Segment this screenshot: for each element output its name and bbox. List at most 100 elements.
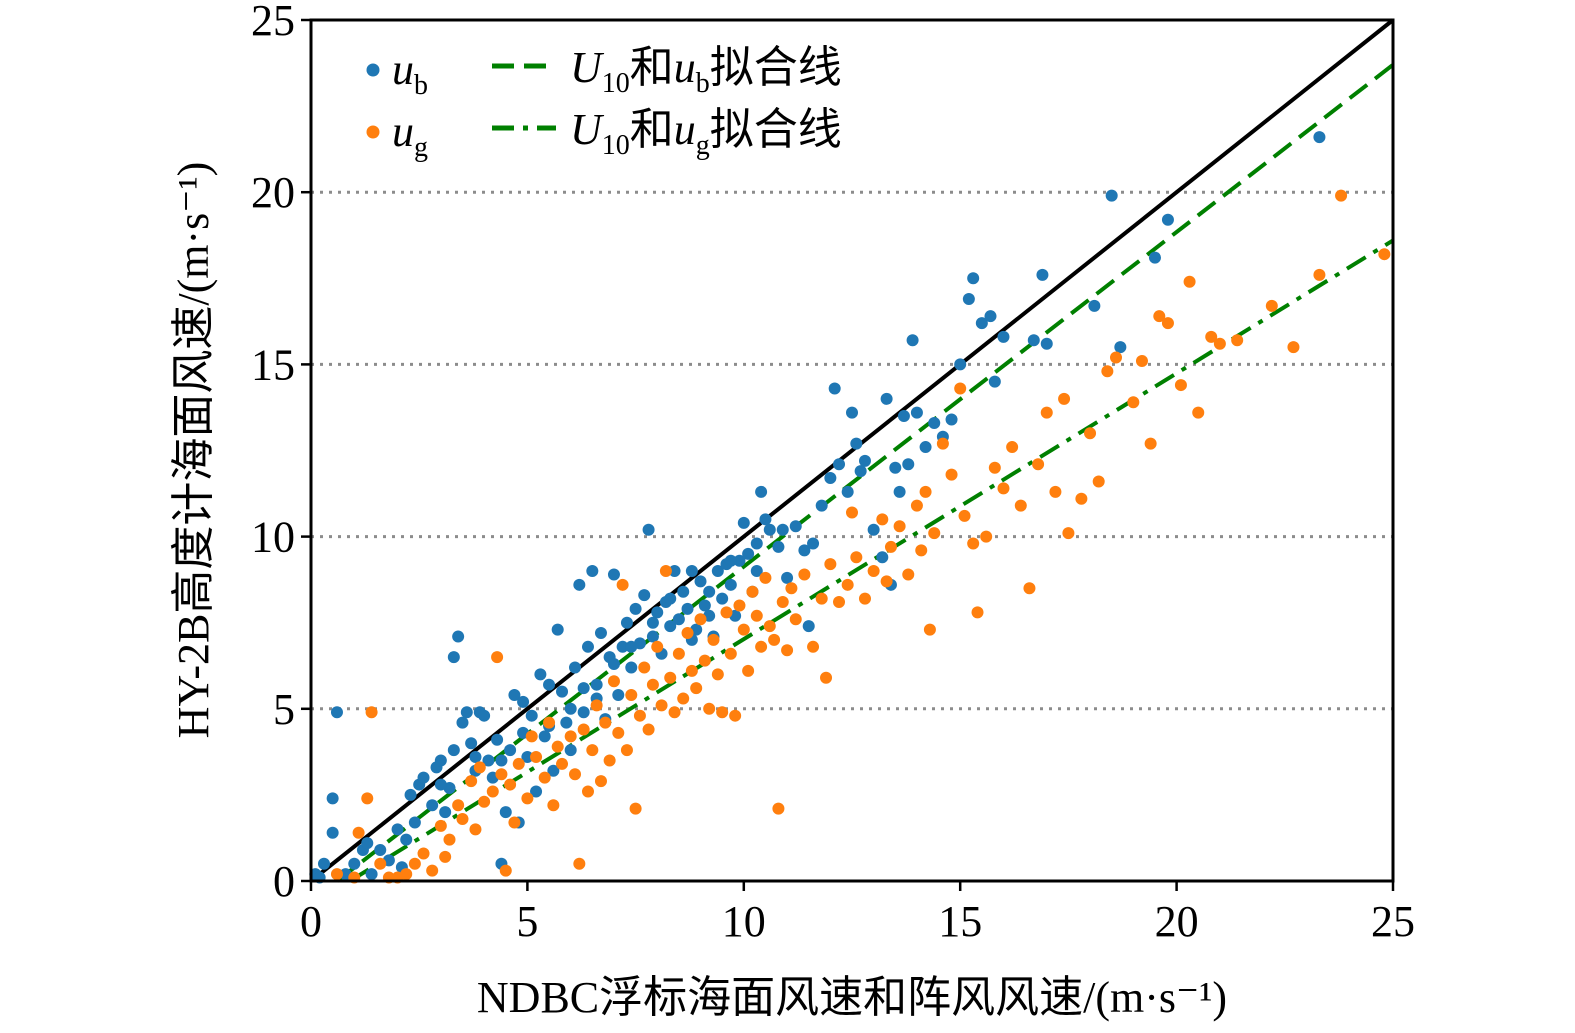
point-ug xyxy=(612,726,625,739)
point-ub xyxy=(755,485,768,498)
point-ug xyxy=(1075,492,1088,505)
point-ug xyxy=(980,530,993,543)
point-ub xyxy=(1313,131,1326,144)
point-ug xyxy=(1023,582,1036,595)
point-ub xyxy=(975,317,988,330)
point-ug xyxy=(1205,330,1218,343)
point-ug xyxy=(556,757,569,770)
x-tick-label: 0 xyxy=(300,897,322,946)
point-ub xyxy=(759,513,772,526)
point-ub xyxy=(750,565,763,578)
point-ub xyxy=(858,454,871,467)
point-ub xyxy=(672,613,685,626)
point-ub xyxy=(469,751,482,764)
point-ub xyxy=(573,578,586,591)
x-tick-label: 5 xyxy=(516,897,538,946)
point-ug xyxy=(915,544,928,557)
legend-label: ug xyxy=(392,107,428,163)
point-ug xyxy=(1144,437,1157,450)
x-tick-label: 25 xyxy=(1371,897,1415,946)
point-ub xyxy=(434,778,447,791)
point-ub xyxy=(607,568,620,581)
point-ug xyxy=(716,706,729,719)
point-ub xyxy=(833,458,846,471)
point-ub xyxy=(815,499,828,512)
point-ub xyxy=(620,616,633,629)
point-ub xyxy=(889,461,902,474)
point-ug xyxy=(841,578,854,591)
point-ug xyxy=(365,706,378,719)
y-tick-label: 10 xyxy=(251,513,295,562)
point-ug xyxy=(1110,351,1123,364)
point-ug xyxy=(729,709,742,722)
point-ub xyxy=(997,330,1010,343)
point-ug xyxy=(521,792,534,805)
point-ug xyxy=(439,850,452,863)
point-ug xyxy=(833,596,846,609)
point-ub xyxy=(400,833,413,846)
point-ub xyxy=(954,358,967,371)
point-ug xyxy=(1192,406,1205,419)
point-ug xyxy=(772,802,785,815)
point-ug xyxy=(1287,341,1300,354)
point-ub xyxy=(456,716,469,729)
point-ug xyxy=(1265,299,1278,312)
point-ug xyxy=(594,775,607,788)
point-ug xyxy=(465,775,478,788)
y-tick-label: 15 xyxy=(251,340,295,389)
point-ug xyxy=(945,468,958,481)
y-tick-label: 0 xyxy=(273,857,295,906)
point-ug xyxy=(798,568,811,581)
point-ub xyxy=(374,844,387,857)
point-ub xyxy=(1036,268,1049,281)
point-ug xyxy=(361,792,374,805)
point-ug xyxy=(698,654,711,667)
point-ug xyxy=(988,461,1001,474)
point-ug xyxy=(685,664,698,677)
point-ug xyxy=(724,647,737,660)
point-ub xyxy=(1088,299,1101,312)
point-ug xyxy=(824,558,837,571)
point-ug xyxy=(1213,337,1226,350)
point-ug xyxy=(936,437,949,450)
point-ub xyxy=(846,406,858,419)
point-ug xyxy=(755,640,768,653)
point-ub xyxy=(564,702,577,715)
point-ub xyxy=(1114,341,1127,354)
point-ug xyxy=(586,744,599,757)
point-ub xyxy=(988,375,1001,388)
point-ug xyxy=(508,816,521,829)
point-ub xyxy=(1105,189,1118,202)
point-ub xyxy=(893,485,906,498)
point-ug xyxy=(607,675,620,688)
point-ug xyxy=(473,761,486,774)
point-ug xyxy=(659,565,672,578)
point-ub xyxy=(577,706,590,719)
point-ub xyxy=(967,272,980,285)
point-ug xyxy=(599,716,612,729)
x-axis-label: NDBC浮标海面风速和阵风风速/(m·s⁻¹) xyxy=(477,973,1227,1022)
point-ub xyxy=(594,627,607,640)
point-ug xyxy=(1161,317,1174,330)
point-ub xyxy=(560,716,573,729)
point-ug xyxy=(1135,354,1148,367)
point-ug xyxy=(547,799,560,812)
point-ug xyxy=(577,723,590,736)
point-ug xyxy=(893,520,906,533)
point-ub xyxy=(348,857,361,870)
point-ug xyxy=(737,623,750,636)
point-ub xyxy=(460,706,473,719)
point-ub xyxy=(716,592,729,605)
point-ub xyxy=(750,537,763,550)
point-ug xyxy=(1183,275,1196,288)
point-ug xyxy=(1049,485,1062,498)
point-ub xyxy=(638,589,651,602)
point-ug xyxy=(625,689,638,702)
y-axis-ticks: 0 5 10 15 20 25 xyxy=(251,0,311,906)
point-ub xyxy=(616,640,629,653)
point-ug xyxy=(629,802,642,815)
point-ub xyxy=(625,640,638,653)
y-tick-label: 20 xyxy=(251,168,295,217)
point-ub xyxy=(733,554,746,567)
point-ug xyxy=(785,582,798,595)
